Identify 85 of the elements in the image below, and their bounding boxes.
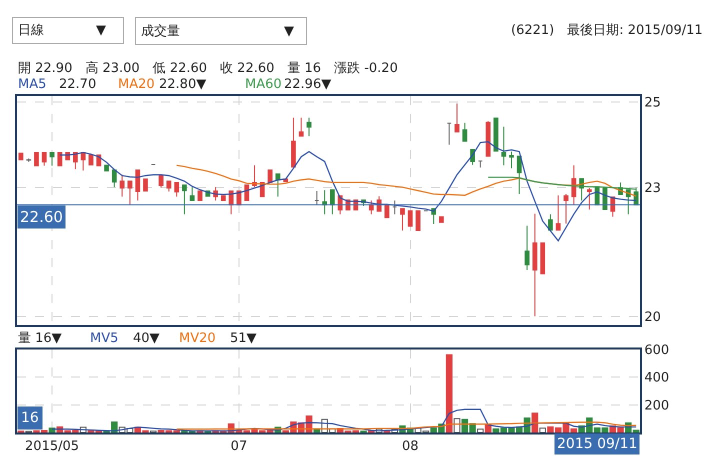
candlestick (135, 170, 140, 201)
text: 量 16▼ (18, 331, 62, 346)
candlestick (532, 213, 538, 317)
candlestick (18, 152, 24, 160)
y-tick-label: 25 (644, 95, 661, 110)
candlestick (128, 180, 132, 206)
candlestick (143, 178, 148, 192)
ref-line-label: 22.60 (20, 208, 63, 226)
candlestick (220, 195, 226, 201)
text: 日線 ▼ (18, 23, 106, 38)
line-series (176, 422, 637, 430)
text: 22.70 (59, 77, 96, 92)
bar (532, 412, 538, 432)
text: 40▼ (133, 331, 160, 346)
candlestick (486, 120, 491, 157)
candlestick (408, 210, 413, 227)
candlestick (158, 175, 164, 188)
candlestick (524, 225, 530, 270)
candlestick (501, 126, 506, 166)
candlestick (548, 214, 553, 231)
text: 成交量 ▼ (141, 23, 294, 39)
text: 2015 09/11 (557, 436, 638, 452)
candlestick (392, 200, 398, 215)
candlestick (120, 174, 125, 198)
candlestick (42, 152, 47, 166)
candlestick (478, 160, 483, 168)
candlestick (298, 117, 304, 137)
y-tick-label: 20 (644, 310, 661, 325)
candlestick (182, 184, 187, 215)
candlestick (174, 182, 180, 198)
line-series (176, 164, 637, 197)
candlestick (556, 194, 561, 231)
candlestick (190, 186, 195, 201)
candlestick (571, 164, 576, 206)
x-tick-label: 07 (230, 438, 248, 454)
line-series (488, 176, 637, 190)
candlestick (494, 118, 498, 152)
bar (477, 428, 484, 432)
text: 22.96▼ (284, 77, 332, 92)
text: MA20 (118, 77, 155, 92)
candlestick (26, 158, 32, 162)
candlestick (112, 170, 117, 188)
candlestick (50, 152, 54, 166)
y-tick-label: 400 (644, 370, 670, 386)
text: 51▼ (230, 331, 257, 346)
candlestick (88, 154, 94, 166)
candlestick (384, 204, 390, 218)
x-tick-label: 08 (402, 438, 419, 454)
candlestick (104, 164, 109, 172)
candlestick (416, 210, 420, 231)
text: (6221) 最後日期: 2015/09/11 (511, 23, 703, 38)
text: MV5 (90, 331, 118, 346)
bar (446, 354, 453, 432)
candlestick (166, 180, 172, 192)
y-tick-label: 200 (644, 398, 670, 414)
text: 開 22.90 高 23.00 低 22.60 收 22.60 量 16 漲跌 -0.20 (18, 60, 398, 76)
candlestick (198, 190, 202, 201)
candlestick (516, 156, 522, 195)
candlestick (400, 208, 405, 231)
text: 22.80▼ (159, 77, 206, 92)
candlestick (314, 190, 320, 206)
candlestick (34, 152, 39, 166)
candlestick (454, 103, 460, 132)
line-series (51, 408, 637, 432)
text: MA60 (245, 77, 282, 92)
candlestick (268, 170, 272, 183)
candlestick (564, 194, 568, 224)
candlestick (509, 151, 514, 169)
bar (539, 428, 546, 432)
candlestick (306, 117, 312, 137)
annotation: 16 (21, 410, 39, 426)
candlestick (446, 122, 452, 146)
candlestick (439, 216, 444, 223)
candlestick (540, 242, 546, 274)
candlestick (291, 117, 296, 168)
text: MA5 (18, 77, 46, 92)
candlestick (462, 122, 468, 142)
candlestick (330, 189, 335, 215)
candlestick (586, 188, 592, 210)
y-tick-label: 600 (644, 343, 670, 358)
x-tick-label: 2015/05 (25, 438, 80, 454)
y-tick-label: 23 (644, 181, 661, 196)
text: MV20 (179, 331, 216, 346)
candlestick (322, 190, 328, 215)
candlestick (275, 173, 280, 198)
